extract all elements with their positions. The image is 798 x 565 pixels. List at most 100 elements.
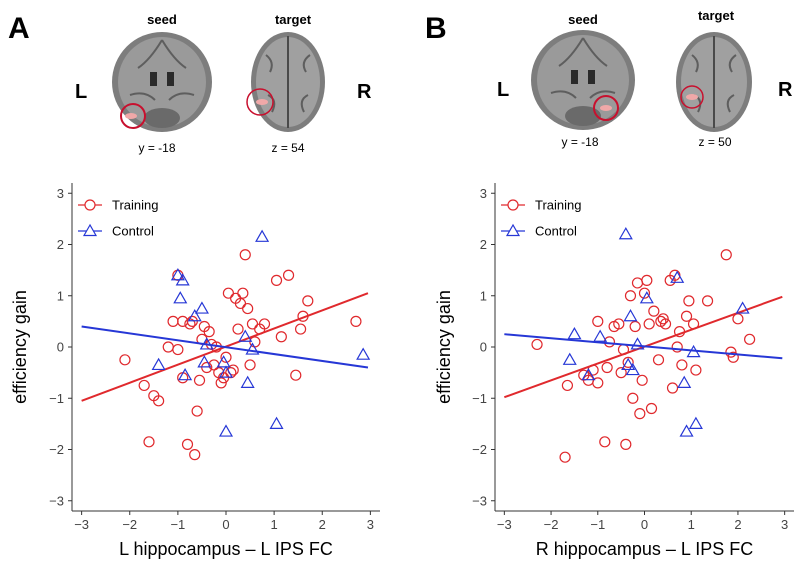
- left-hemisphere-label-a: L: [75, 81, 87, 103]
- data-point: [218, 365, 234, 378]
- data-point: [282, 269, 295, 281]
- data-point: [725, 346, 737, 358]
- data-point: [641, 274, 653, 286]
- legend-label: Training: [112, 198, 158, 213]
- panel-a: A L R seed target y = -18 z = 54 −3 −2 −1 0…: [8, 12, 380, 559]
- data-point: [350, 315, 362, 327]
- seed-roi-circle-b: [593, 95, 619, 121]
- data-point: [727, 351, 739, 363]
- x-tick-label: −2: [122, 517, 137, 532]
- legend-label: Training: [535, 198, 581, 213]
- data-point: [720, 249, 732, 261]
- data-point: [652, 354, 665, 366]
- data-point: [531, 338, 543, 351]
- y-tick-label: 2: [57, 237, 64, 252]
- seed-roi-circle-a: [120, 103, 146, 129]
- left-hemisphere-label-b: L: [497, 79, 509, 101]
- data-point: [613, 318, 625, 330]
- data-point: [623, 309, 638, 322]
- target-roi-circle-b: [680, 85, 704, 109]
- y-tick-label: 1: [480, 288, 487, 303]
- data-point: [258, 318, 271, 330]
- y-tick-label: 0: [480, 340, 487, 355]
- target-coordinate-a: z = 54: [271, 141, 304, 155]
- data-point: [153, 395, 165, 407]
- seed-brain-image-b: [531, 30, 635, 130]
- data-point: [167, 315, 179, 327]
- panel-letter-b: B: [425, 12, 447, 45]
- data-point: [732, 313, 744, 325]
- y-tick-label: 3: [480, 186, 487, 201]
- data-point: [244, 359, 256, 371]
- data-point: [592, 315, 604, 327]
- data-point: [562, 352, 577, 365]
- data-point: [245, 342, 260, 355]
- data-point: [246, 318, 259, 330]
- data-point: [735, 301, 750, 314]
- right-hemisphere-label-a: R: [357, 81, 372, 103]
- x-tick-label: 1: [271, 517, 278, 532]
- data-point: [676, 359, 688, 371]
- seed-brain-image-a: [112, 32, 212, 132]
- data-point: [559, 451, 571, 463]
- x-tick-label: 1: [688, 517, 695, 532]
- data-point: [599, 436, 611, 448]
- data-point: [657, 313, 669, 325]
- legend-label: Control: [112, 224, 154, 239]
- data-point: [669, 269, 681, 281]
- data-point: [187, 309, 202, 322]
- data-point: [648, 305, 660, 317]
- right-hemisphere-label-b: R: [778, 79, 793, 101]
- data-point: [671, 341, 683, 353]
- data-point: [567, 326, 582, 340]
- data-point: [269, 416, 284, 429]
- data-point: [216, 355, 231, 368]
- target-title-a: target: [275, 12, 312, 27]
- data-point: [143, 436, 155, 448]
- y-tick-label: −3: [49, 493, 64, 508]
- data-point: [275, 331, 287, 343]
- data-point: [181, 438, 194, 450]
- y-tick-label: −2: [49, 442, 64, 457]
- data-point: [218, 424, 234, 437]
- data-point: [239, 249, 251, 261]
- x-tick-label: −2: [544, 517, 559, 532]
- x-tick-label: 2: [319, 517, 326, 532]
- data-point: [601, 361, 613, 374]
- data-point: [683, 295, 695, 307]
- data-point: [679, 424, 694, 437]
- data-point: [222, 287, 235, 299]
- y-tick-label: −1: [472, 391, 487, 406]
- y-tick-label: −1: [49, 391, 64, 406]
- legend: Training Control: [78, 198, 158, 239]
- legend-label: Control: [535, 224, 577, 239]
- data-point: [625, 362, 640, 376]
- x-axis-title: L hippocampus – L IPS FC: [119, 539, 333, 559]
- data-point: [220, 351, 232, 363]
- data-point: [627, 392, 639, 404]
- data-point: [194, 301, 209, 314]
- y-tick-label: −3: [472, 493, 487, 508]
- x-tick-label: −1: [170, 517, 185, 532]
- data-point: [151, 357, 166, 371]
- data-point: [603, 336, 616, 348]
- data-point: [203, 326, 215, 338]
- data-point: [138, 379, 150, 392]
- x-tick-label: 2: [734, 517, 741, 532]
- data-point: [294, 323, 307, 335]
- data-point: [620, 438, 632, 450]
- data-point: [170, 268, 185, 281]
- x-tick-label: 0: [222, 517, 229, 532]
- data-point: [175, 273, 190, 286]
- y-tick-label: 2: [480, 237, 487, 252]
- data-point: [688, 416, 703, 429]
- data-point: [744, 333, 756, 345]
- legend: Training Control: [501, 198, 581, 239]
- seed-title-b: seed: [568, 12, 598, 27]
- data-point: [670, 270, 685, 283]
- scatter-plot-b: −3 −2 −1 0 1 2 3 −3 −2 −1 0 1 2 3 R hippocampus – L IP…: [434, 183, 794, 559]
- data-point: [290, 369, 302, 381]
- data-point: [645, 402, 658, 415]
- data-point: [666, 382, 679, 394]
